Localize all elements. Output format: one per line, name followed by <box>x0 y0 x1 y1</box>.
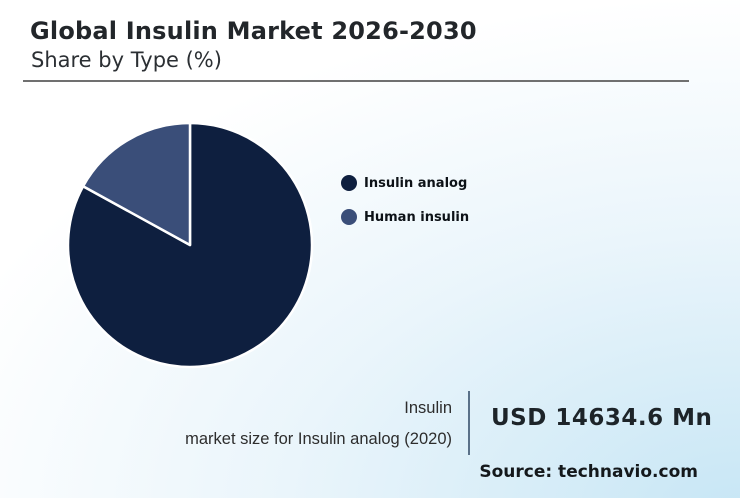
stat-value: USD 14634.6 Mn <box>491 405 713 431</box>
stat-divider <box>468 391 470 455</box>
pie-slice-human-insulin <box>81 121 192 247</box>
page-title: Global Insulin Market 2026-2030 <box>30 17 477 45</box>
page-subtitle: Share by Type (%) <box>31 48 222 72</box>
legend-marker-insulin-analog-icon <box>341 175 357 191</box>
title-underline <box>23 80 689 82</box>
stat-label-line2: market size for Insulin analog (2020) <box>185 430 452 448</box>
legend-marker-human-insulin-icon <box>341 209 357 225</box>
source-attribution: Source: technavio.com <box>479 462 698 482</box>
stat-label-line1: Insulin <box>404 399 452 417</box>
legend: Insulin analog Human insulin <box>341 175 469 243</box>
legend-label-human-insulin: Human insulin <box>364 209 470 225</box>
stat-label: Insulin market size for Insulin analog (… <box>0 393 452 455</box>
legend-item-insulin-analog: Insulin analog <box>341 175 469 191</box>
pie-chart <box>66 121 314 369</box>
legend-label-insulin-analog: Insulin analog <box>364 175 468 191</box>
legend-item-human-insulin: Human insulin <box>341 209 469 225</box>
